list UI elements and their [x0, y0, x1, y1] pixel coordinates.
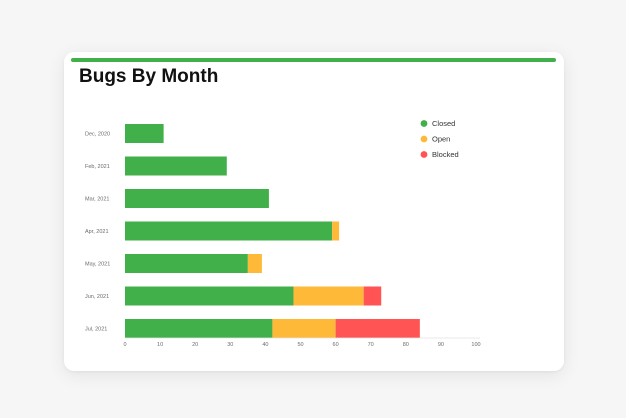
bar-open-4 [247, 254, 262, 273]
legend-swatch-closed [420, 120, 428, 127]
chart-card: Bugs By Month Dec, 2020 Feb, 2021 Mar, 202… [64, 52, 564, 371]
x-tick-label: 100 [471, 342, 480, 348]
bar-closed-2 [125, 189, 269, 208]
category-label: Jun, 2021 [85, 294, 109, 300]
bugs-by-month-chart: Dec, 2020 Feb, 2021 Mar, 2021 Apr, 2021 May,… [85, 119, 481, 348]
bar-closed-6 [125, 319, 273, 338]
category-label: Apr, 2021 [85, 229, 109, 235]
bar-open-6 [272, 319, 336, 338]
category-label: Dec, 2020 [85, 132, 110, 138]
bar-blocked-5 [363, 286, 382, 306]
bar-blocked-6 [335, 319, 420, 338]
x-tick-label: 80 [403, 342, 409, 348]
legend-label-closed: Closed [432, 119, 455, 128]
legend-label-open: Open [432, 135, 450, 144]
legend: Closed Open Blocked [420, 119, 459, 159]
x-tick-label: 60 [333, 342, 339, 348]
bar-group [125, 124, 420, 338]
x-tick-label: 70 [368, 342, 374, 348]
legend-swatch-open [420, 135, 428, 143]
category-label: Jul, 2021 [85, 327, 107, 333]
x-tick-label: 20 [192, 342, 198, 348]
bar-closed-3 [125, 221, 333, 241]
bar-closed-0 [125, 124, 164, 143]
card-accent-bar [71, 58, 556, 62]
bar-closed-5 [125, 286, 294, 306]
category-label: May, 2021 [85, 262, 110, 268]
bar-open-5 [293, 286, 364, 306]
x-tick-label: 30 [227, 342, 233, 348]
x-tick-label: 50 [297, 342, 303, 348]
bar-closed-4 [125, 254, 248, 273]
legend-swatch-blocked [420, 151, 428, 158]
legend-label-blocked: Blocked [432, 150, 459, 159]
category-label: Feb, 2021 [85, 164, 110, 170]
x-tick-label: 0 [123, 342, 126, 348]
x-tick-label: 90 [438, 342, 444, 348]
category-label: Mar, 2021 [85, 197, 109, 203]
bar-closed-1 [125, 156, 227, 176]
category-labels: Dec, 2020 Feb, 2021 Mar, 2021 Apr, 2021 May,… [85, 132, 110, 333]
x-tick-label: 40 [262, 342, 268, 348]
x-tick-label: 10 [157, 342, 163, 348]
chart-title: Bugs By Month [79, 66, 219, 87]
bar-open-3 [332, 221, 340, 241]
x-tick-labels: 0 10 20 30 40 50 60 70 80 90 100 [123, 342, 480, 348]
